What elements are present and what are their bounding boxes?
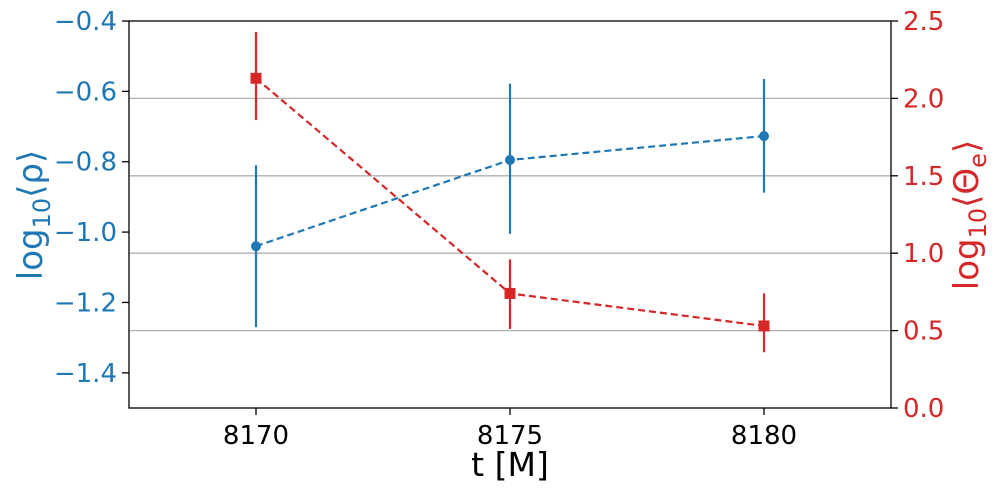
left-y-axis-label: log10⟨ρ⟩	[11, 150, 56, 281]
right-y-axis-label: log10⟨Θe⟩	[947, 140, 992, 290]
left-y-tick-label: −0.8	[54, 148, 117, 178]
series-1-point	[250, 72, 262, 84]
series-layer	[250, 31, 770, 353]
right-y-tick-label: 0.0	[903, 394, 944, 424]
series-1-point	[758, 320, 770, 332]
x-axis: 8170 8175 8180	[223, 408, 797, 451]
left-y-tick-label: −0.6	[54, 77, 117, 107]
series-0-point	[505, 154, 515, 165]
x-axis-label: t [M]	[471, 445, 549, 484]
left-y-tick-label: −1.2	[54, 288, 117, 318]
right-y-tick-label: 2.0	[903, 84, 944, 114]
left-y-axis: −0.4 −0.6 −0.8 −1.0 −1.2 −1.4	[54, 7, 129, 389]
x-tick-label: 8170	[223, 421, 289, 451]
series-1-point	[504, 287, 516, 299]
x-tick-label: 8175	[477, 421, 543, 451]
right-y-axis: 0.0 0.5 1.0 1.5 2.0 2.5	[891, 7, 944, 424]
right-y-tick-label: 1.5	[903, 162, 944, 192]
right-y-tick-label: 2.5	[903, 7, 944, 37]
left-y-tick-label: −1.4	[54, 359, 117, 389]
right-y-tick-label: 1.0	[903, 239, 944, 269]
left-y-tick-label: −1.0	[54, 218, 117, 248]
series-0-point	[251, 241, 261, 252]
series-0-point	[759, 131, 769, 142]
right-y-tick-label: 0.5	[903, 317, 944, 347]
x-tick-label: 8180	[731, 421, 797, 451]
left-y-tick-label: −0.4	[54, 7, 117, 37]
